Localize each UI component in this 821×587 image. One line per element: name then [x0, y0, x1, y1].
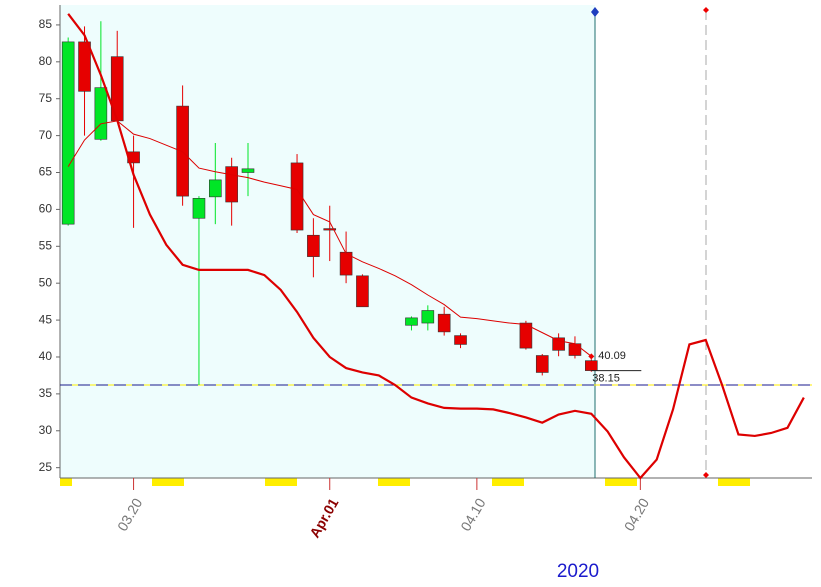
candle-body — [405, 317, 418, 326]
y-tick-label: 85 — [39, 17, 53, 31]
annotation-marker — [588, 353, 595, 360]
candle-body — [225, 166, 238, 203]
y-tick-label: 55 — [39, 238, 53, 252]
candle-body — [176, 105, 189, 197]
y-tick-label: 70 — [39, 128, 53, 142]
y-tick-label: 75 — [39, 91, 53, 105]
y-tick-label: 35 — [39, 386, 53, 400]
candle-body — [307, 234, 320, 257]
candle-body — [421, 310, 435, 324]
candle-body — [454, 335, 467, 345]
candle-body — [290, 162, 304, 231]
history-region — [60, 5, 595, 478]
candle-body — [192, 198, 206, 219]
line-series — [67, 13, 805, 480]
candle-body — [535, 355, 549, 373]
candle-body — [241, 168, 255, 173]
candle-body — [94, 87, 108, 140]
y-tick-label: 60 — [39, 202, 53, 216]
x-tick-label: 04.10 — [457, 495, 488, 534]
candle-body — [78, 41, 91, 92]
x-tick-label: 04.20 — [621, 495, 652, 534]
year-label: 2020 — [557, 561, 599, 582]
candle-body — [323, 228, 337, 231]
candle-body — [61, 41, 75, 225]
y-tick-label: 30 — [39, 423, 53, 437]
candle-body — [339, 251, 353, 276]
candle-body — [585, 360, 598, 371]
annotation-label: 40.09 — [598, 350, 626, 362]
y-tick-label: 50 — [39, 275, 53, 289]
candle-body — [437, 313, 451, 333]
candle-body — [519, 322, 533, 349]
y-tick-label: 25 — [39, 460, 53, 474]
x-tick-label: 03.20 — [114, 495, 145, 534]
y-tick-label: 65 — [39, 165, 53, 179]
candle-body — [568, 343, 582, 356]
candle-body — [552, 337, 565, 351]
x-tick-label: Apr.01 — [306, 495, 341, 540]
y-tick-label: 80 — [39, 54, 53, 68]
candle-body — [356, 275, 369, 308]
weekend-markers — [60, 478, 750, 486]
line-series — [67, 120, 592, 357]
y-tick-label: 45 — [39, 312, 53, 326]
current-marker — [591, 7, 599, 17]
candle-body — [209, 179, 222, 198]
y-tick-label: 40 — [39, 349, 53, 363]
annotation-label: 38.15 — [592, 373, 620, 385]
